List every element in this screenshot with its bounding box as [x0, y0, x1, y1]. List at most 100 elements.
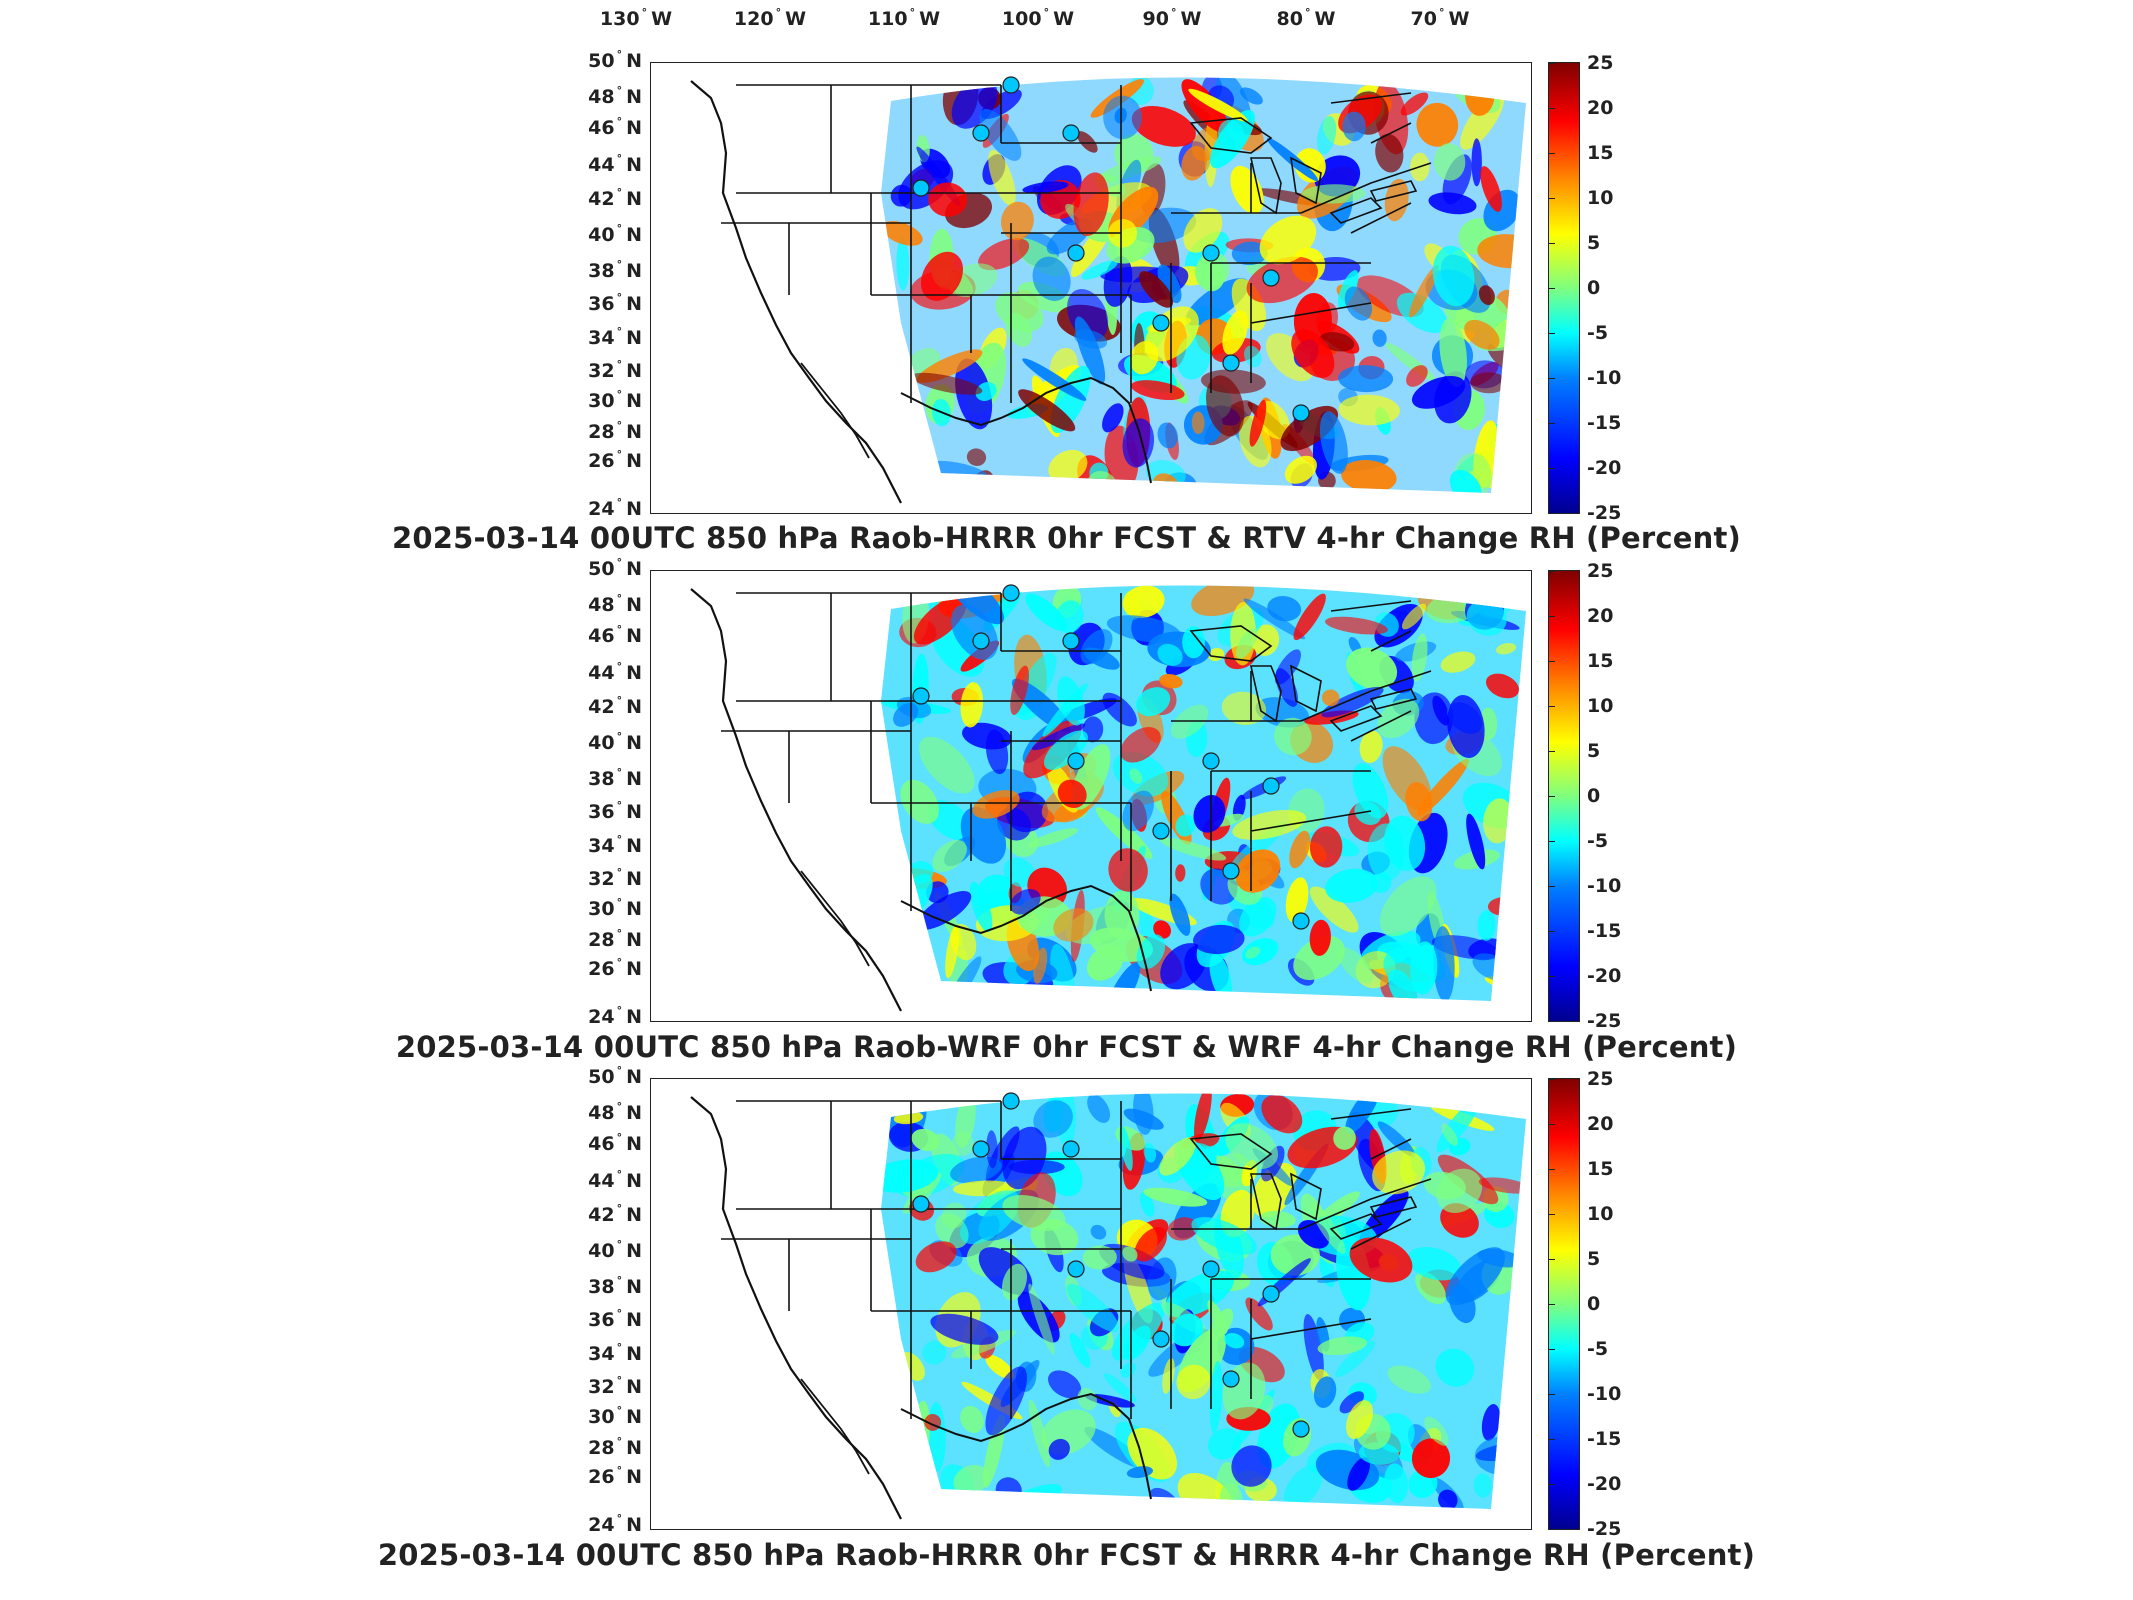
- lat-label-34n: 34 ° N: [588, 325, 642, 349]
- lat-label-30n: 30 ° N: [588, 388, 642, 412]
- colorbar-tick: [1549, 616, 1555, 617]
- raob-station-marker: [1262, 777, 1280, 795]
- lat-label-38n: 38 ° N: [588, 766, 642, 790]
- colorbar-tick: [1549, 1259, 1555, 1260]
- colorbar-tick: [1549, 1349, 1555, 1350]
- colorbar-tick: [1549, 1214, 1555, 1215]
- lat-label-48n: 48 ° N: [588, 592, 642, 616]
- raob-station-marker: [1202, 1260, 1220, 1278]
- raob-station-marker: [1292, 404, 1310, 422]
- lon-label-110w: 110 ° W: [867, 6, 941, 30]
- raob-station-marker: [912, 179, 930, 197]
- great-lakes: [1189, 625, 1418, 732]
- colorbar-tick: [1549, 1529, 1555, 1530]
- colorbar-tick: [1549, 841, 1555, 842]
- raob-station-marker: [1062, 632, 1080, 650]
- lat-label-40n: 40 ° N: [588, 730, 642, 754]
- colorbar: 25 20 15 10 5 0 -5 -10 -15 -20 -25: [1548, 52, 1621, 524]
- coastline: [690, 588, 902, 1012]
- colorbar-label: 15: [1587, 142, 1614, 164]
- gulf-coastline: [900, 1392, 1152, 1500]
- colorbar-tick: [1549, 751, 1555, 752]
- colorbar-label: 10: [1587, 187, 1614, 209]
- lat-label-50n: 50 ° N: [588, 48, 642, 72]
- lat-label-44n: 44 ° N: [588, 660, 642, 684]
- lat-label-42n: 42 ° N: [588, 186, 642, 210]
- colorbar-label: 10: [1587, 695, 1614, 717]
- colorbar-tick: [1549, 796, 1555, 797]
- colorbar-label: 25: [1587, 1068, 1614, 1090]
- lat-label-42n: 42 ° N: [588, 694, 642, 718]
- raob-station-marker: [912, 687, 930, 705]
- raob-station-marker: [1067, 244, 1085, 262]
- rh-change-field: [881, 1093, 1526, 1509]
- colorbar-tick: [1549, 886, 1555, 887]
- raob-station-marker: [1222, 1370, 1240, 1388]
- raob-station-marker: [1202, 752, 1220, 770]
- colorbar-tick: [1549, 378, 1555, 379]
- raob-station-marker: [1292, 912, 1310, 930]
- lat-label-42n: 42 ° N: [588, 1202, 642, 1226]
- raob-station-marker: [1202, 244, 1220, 262]
- raob-station-marker: [1222, 354, 1240, 372]
- lat-label-28n: 28 ° N: [588, 1435, 642, 1459]
- map-panel-hrrr: [650, 1078, 1532, 1530]
- colorbar-label: 25: [1587, 560, 1614, 582]
- lat-label-28n: 28 ° N: [588, 927, 642, 951]
- gulf-coastline: [900, 376, 1152, 484]
- raob-station-marker: [1222, 862, 1240, 880]
- colorbar-label: 10: [1587, 1203, 1614, 1225]
- rh-change-field: [881, 77, 1526, 493]
- colorbar-tick: [1549, 333, 1555, 334]
- colorbar-tick: [1549, 153, 1555, 154]
- colorbar-label: 0: [1587, 1293, 1601, 1315]
- colorbar-label: -25: [1587, 1010, 1622, 1032]
- baja-coastline: [800, 362, 870, 459]
- colorbar-label: -5: [1587, 322, 1609, 344]
- lon-label-70w: 70 ° W: [1410, 6, 1470, 30]
- lat-label-34n: 34 ° N: [588, 1341, 642, 1365]
- colorbar-label: -20: [1587, 457, 1622, 479]
- colorbar-tick: [1549, 976, 1555, 977]
- lon-label-130w: 130 ° W: [599, 6, 673, 30]
- lat-label-48n: 48 ° N: [588, 1100, 642, 1124]
- raob-station-marker: [1152, 822, 1170, 840]
- lat-label-38n: 38 ° N: [588, 258, 642, 282]
- colorbar-tick: [1549, 198, 1555, 199]
- raob-station-marker: [1262, 1285, 1280, 1303]
- colorbar-tick: [1549, 468, 1555, 469]
- colorbar-tick: [1549, 1439, 1555, 1440]
- map-panel-wrf: [650, 570, 1532, 1022]
- colorbar-label: -5: [1587, 830, 1609, 852]
- raob-station-marker: [1062, 1140, 1080, 1158]
- colorbar-label: -25: [1587, 502, 1622, 524]
- colorbar-tick: [1549, 513, 1555, 514]
- panel-title: 2025-03-14 00UTC 850 hPa Raob-HRRR 0hr F…: [392, 521, 1741, 555]
- colorbar: 25 20 15 10 5 0 -5 -10 -15 -20 -25: [1548, 1068, 1621, 1540]
- colorbar-label: 20: [1587, 97, 1614, 119]
- rh-change-clip: [881, 77, 1526, 493]
- colorbar-tick: [1549, 1484, 1555, 1485]
- colorbar-label: 20: [1587, 605, 1614, 627]
- great-lakes: [1189, 1133, 1418, 1240]
- lat-label-44n: 44 ° N: [588, 1168, 642, 1192]
- lon-label-100w: 100 ° W: [1001, 6, 1075, 30]
- colorbar-label: 5: [1587, 740, 1601, 762]
- colorbar-tick: [1549, 661, 1555, 662]
- colorbar-label: 20: [1587, 1113, 1614, 1135]
- panel-title: 2025-03-14 00UTC 850 hPa Raob-HRRR 0hr F…: [377, 1538, 1756, 1572]
- state-borders: [721, 1100, 1432, 1419]
- colorbar-tick: [1549, 243, 1555, 244]
- lat-label-32n: 32 ° N: [588, 866, 642, 890]
- colorbar-tick: [1549, 423, 1555, 424]
- colorbar-tick: [1549, 1021, 1555, 1022]
- colorbar-tick: [1549, 108, 1555, 109]
- lon-label-120w: 120 ° W: [733, 6, 807, 30]
- lat-label-24n: 24 ° N: [588, 1512, 642, 1536]
- raob-station-marker: [972, 1140, 990, 1158]
- colorbar-label: 15: [1587, 650, 1614, 672]
- lon-label-80w: 80 ° W: [1276, 6, 1336, 30]
- colorbar-tick: [1549, 706, 1555, 707]
- colorbar-label: 0: [1587, 277, 1601, 299]
- colorbar: 25 20 15 10 5 0 -5 -10 -15 -20 -25: [1548, 560, 1621, 1032]
